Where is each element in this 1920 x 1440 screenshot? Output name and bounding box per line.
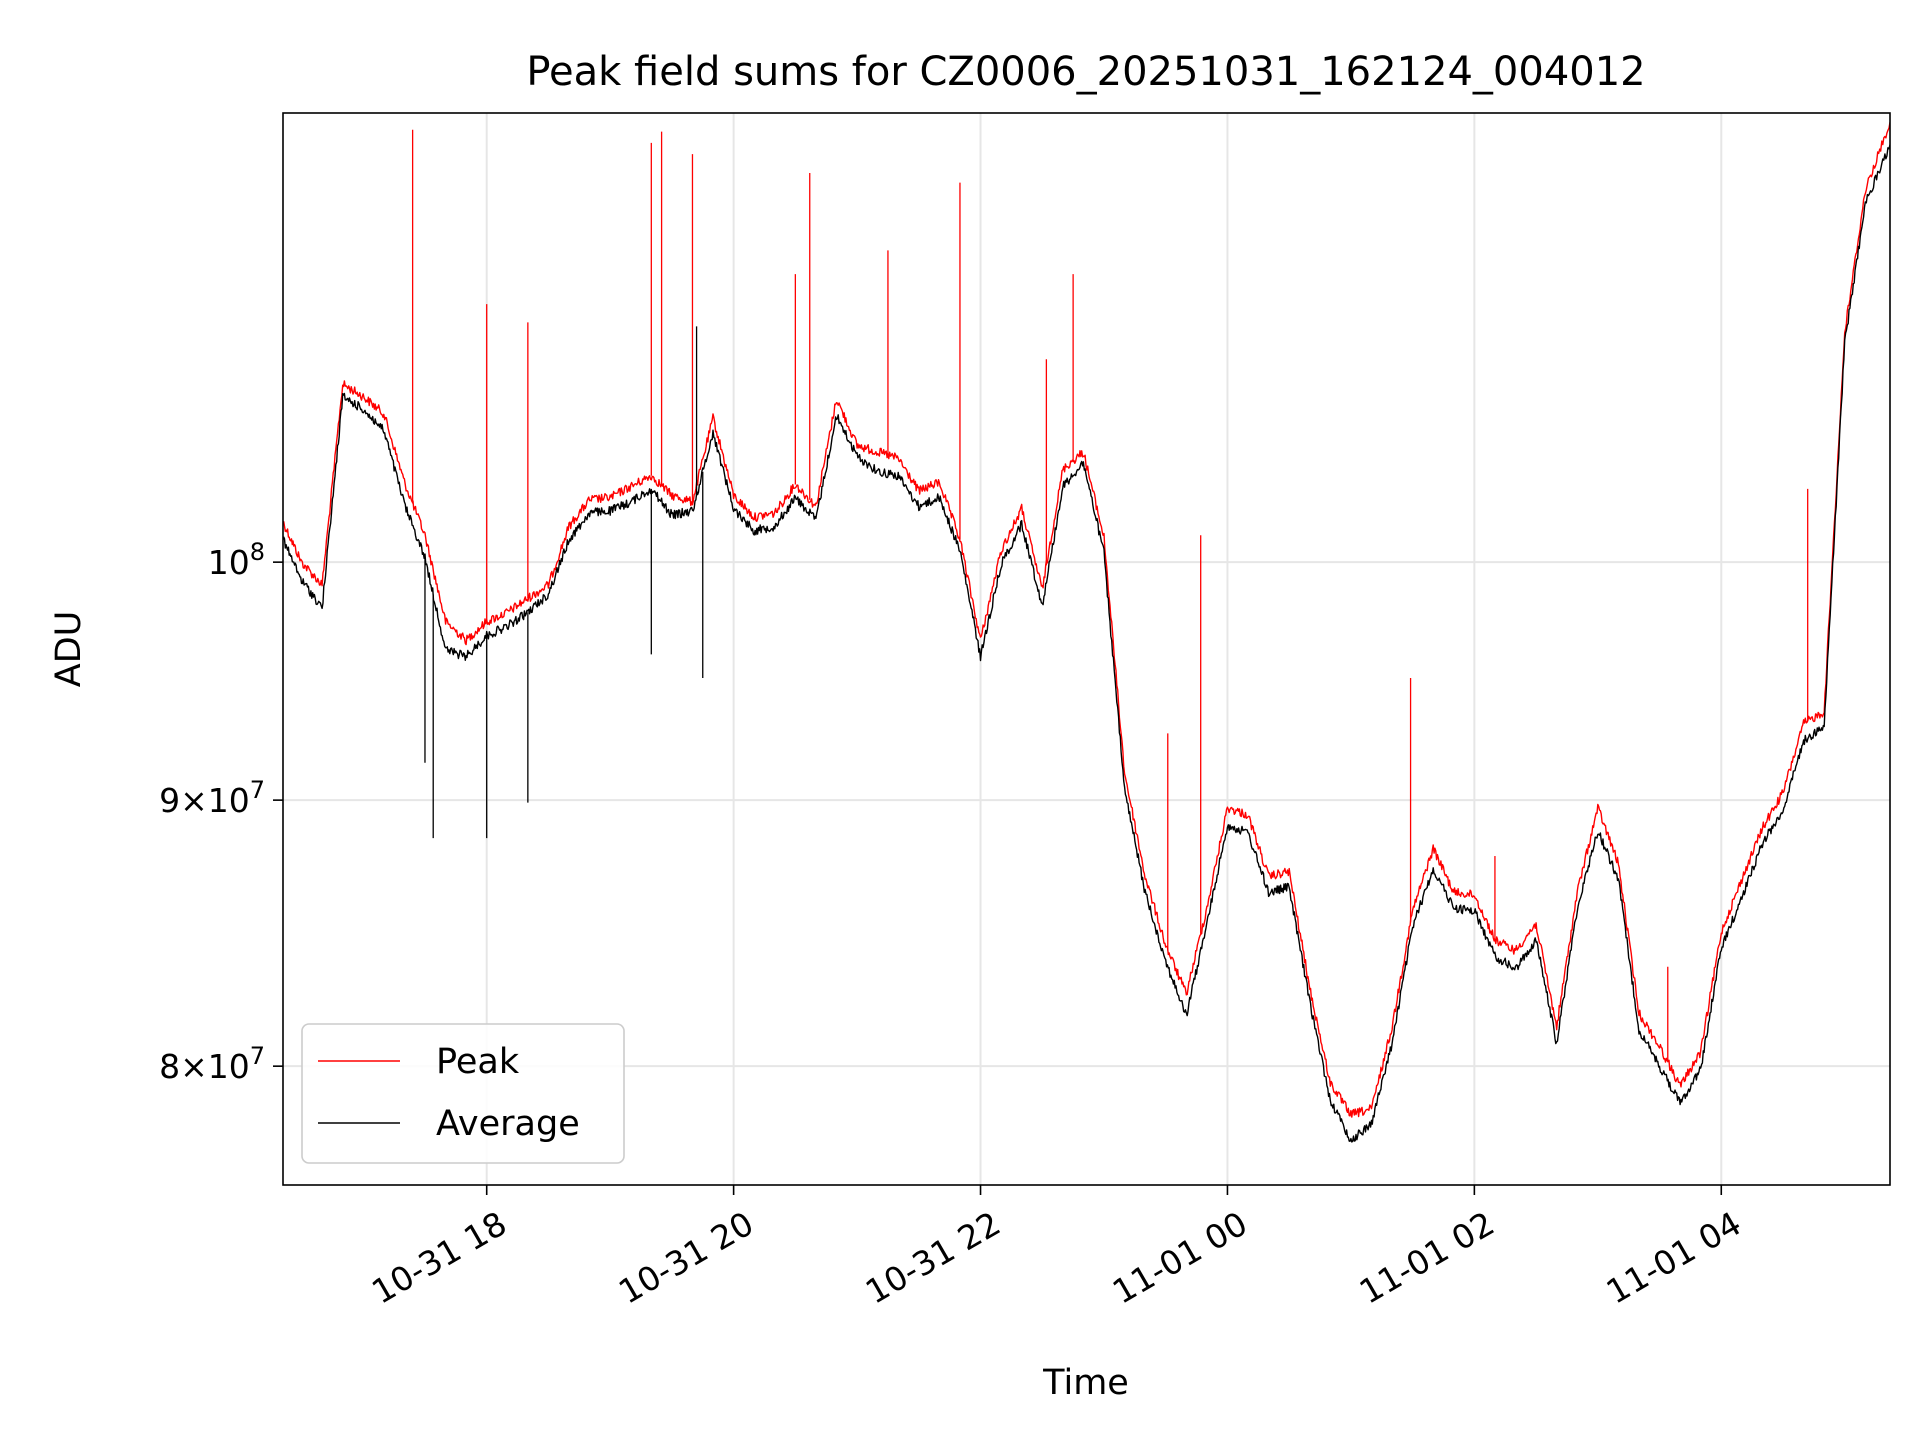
y-tick-label: 9×107 (159, 776, 265, 820)
gridlines (283, 113, 1890, 1185)
series-line-peak (283, 122, 1890, 1118)
series-average (283, 144, 1890, 1143)
y-tick-label: 8×107 (159, 1042, 265, 1086)
y-axis-label: ADU (49, 611, 89, 688)
plot-frame (282, 112, 1891, 1186)
series-layer (283, 122, 1890, 1143)
chart-title: Peak field sums for CZ0006_20251031_1621… (526, 49, 1645, 95)
legend-label-average: Average (436, 1104, 580, 1144)
series-line-average (283, 144, 1890, 1143)
legend: Peak Average (301, 1023, 625, 1164)
series-peak (283, 122, 1890, 1118)
legend-box (301, 1023, 625, 1164)
plot-background (283, 113, 1890, 1185)
legend-label-peak: Peak (436, 1042, 520, 1082)
y-axis: 8×107 9×107 108 (159, 538, 283, 1086)
x-axis-label: Time (1042, 1363, 1129, 1403)
y-tick-label: 108 (208, 538, 265, 582)
